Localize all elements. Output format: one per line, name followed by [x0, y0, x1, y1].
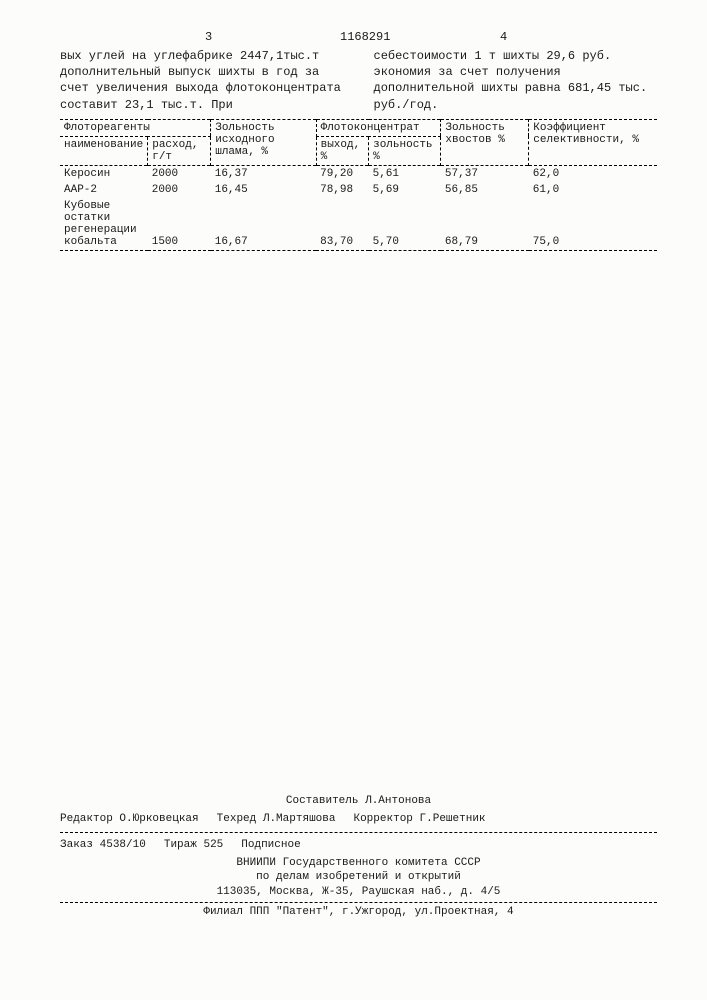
cell-ash-tail: 56,85 [441, 182, 529, 198]
cell-ash-tail: 68,79 [441, 198, 529, 251]
table-row: ААР-2 2000 16,45 78,98 5,69 56,85 61,0 [60, 182, 657, 198]
order-num: 4538/10 [100, 839, 146, 851]
cell-rate: 1500 [148, 198, 211, 251]
cell-ash-in: 16,67 [211, 198, 316, 251]
th-ash-tail: Зольность хвостов % [441, 119, 529, 165]
cell-ash-tail: 57,37 [441, 165, 529, 182]
th-ash-in: Зольность исходного шлама, % [211, 119, 316, 165]
techred-name: Л.Мартяшова [263, 813, 336, 825]
cell-ash-conc: 5,70 [369, 198, 441, 251]
cell-yield: 83,70 [316, 198, 369, 251]
th-ash-conc: зольность % [369, 136, 441, 165]
table-row: Кубовые остатки регенерации кобальта 150… [60, 198, 657, 251]
cell-sel: 75,0 [529, 198, 657, 251]
body-col-right: себестоимости 1 т шихты 29,6 руб. эконом… [374, 48, 658, 113]
org-line-2: по делам изобретений и открытий [60, 870, 657, 885]
body-col-left: вых углей на углефабрике 2447,1тыс.т доп… [60, 48, 344, 113]
cell-name: ААР-2 [60, 182, 148, 198]
results-table: Флотореагенты Зольность исходного шлама,… [60, 119, 657, 251]
page-number-row: 3 1168291 4 [60, 30, 657, 46]
th-reagents: Флотореагенты [60, 119, 211, 136]
table-row: Керосин 2000 16,37 79,20 5,61 57,37 62,0 [60, 165, 657, 182]
address-1: 113035, Москва, Ж-35, Раушская наб., д. … [60, 885, 657, 900]
doc-number: 1168291 [340, 30, 390, 44]
order-label: Заказ [60, 839, 93, 851]
cell-ash-in: 16,37 [211, 165, 316, 182]
tirazh-label: Тираж [164, 839, 197, 851]
org-line-1: ВНИИПИ Государственного комитета СССР [60, 856, 657, 871]
address-2: Филиал ППП "Патент", г.Ужгород, ул.Проек… [60, 905, 657, 920]
page-num-right: 4 [500, 30, 507, 44]
cell-sel: 62,0 [529, 165, 657, 182]
th-rate: расход, г/т [148, 136, 211, 165]
th-concentrate: Флотоконцентрат [316, 119, 441, 136]
th-name: наименование [60, 136, 148, 165]
compiler-name: Л.Антонова [365, 795, 431, 807]
tirazh-num: 525 [203, 839, 223, 851]
th-selectivity: Коэффициент селективности, % [529, 119, 657, 165]
body-text-columns: вых углей на углефабрике 2447,1тыс.т доп… [60, 48, 657, 113]
compiler-label: Составитель [286, 795, 359, 807]
corrector-label: Корректор [353, 813, 412, 825]
cell-ash-conc: 5,61 [369, 165, 441, 182]
cell-name: Кубовые остатки регенерации кобальта [60, 198, 148, 251]
corrector-name: Г.Решетник [420, 813, 486, 825]
cell-ash-conc: 5,69 [369, 182, 441, 198]
cell-name: Керосин [60, 165, 148, 182]
cell-ash-in: 16,45 [211, 182, 316, 198]
cell-yield: 79,20 [316, 165, 369, 182]
th-yield: выход, % [316, 136, 369, 165]
page-num-left: 3 [205, 30, 212, 44]
editor-label: Редактор [60, 813, 113, 825]
editor-name: О.Юрковецкая [119, 813, 198, 825]
cell-rate: 2000 [148, 182, 211, 198]
subscription: Подписное [241, 838, 300, 853]
cell-yield: 78,98 [316, 182, 369, 198]
techred-label: Техред [217, 813, 257, 825]
cell-sel: 61,0 [529, 182, 657, 198]
cell-rate: 2000 [148, 165, 211, 182]
imprint-block: Составитель Л.Антонова Редактор О.Юркове… [60, 794, 657, 920]
